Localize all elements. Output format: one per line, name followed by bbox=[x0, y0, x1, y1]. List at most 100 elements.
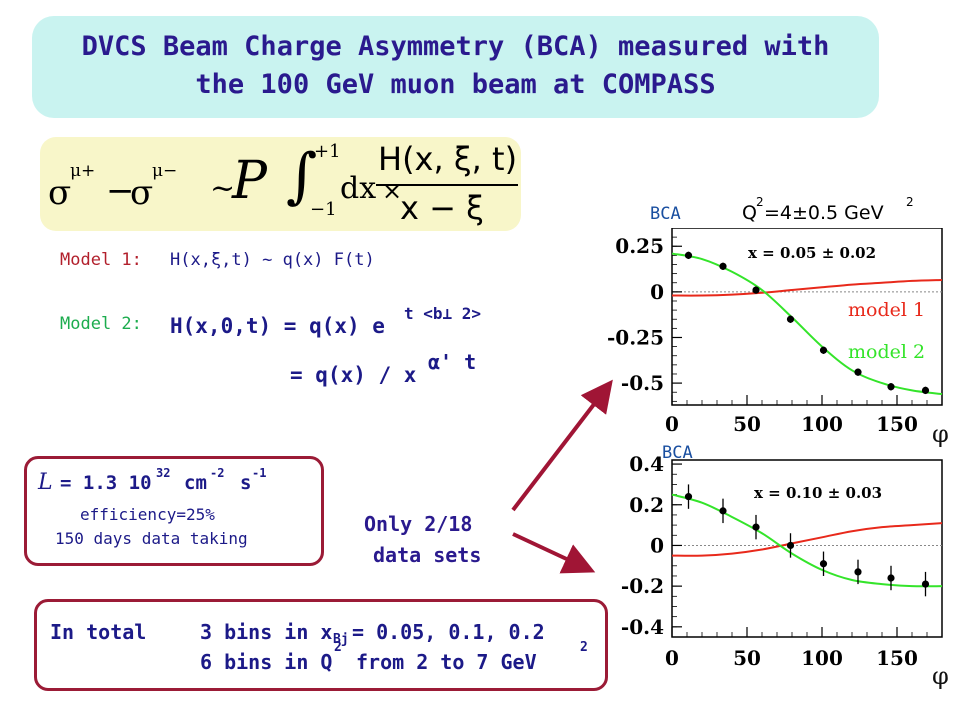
x-tick-label: 150 bbox=[876, 646, 918, 670]
total-line2-sup2: 2 bbox=[580, 640, 588, 655]
luminosity-s: s bbox=[240, 472, 252, 494]
total-box bbox=[34, 599, 608, 691]
days-text: 150 days data taking bbox=[55, 529, 248, 548]
title-line-1: DVCS Beam Charge Asymmetry (BCA) measure… bbox=[81, 31, 830, 62]
total-label: In total bbox=[50, 620, 147, 644]
total-line1-b: = 0.05, 0.1, 0.2 bbox=[352, 620, 545, 644]
luminosity-cm: cm bbox=[184, 472, 207, 494]
curve-model-1 bbox=[671, 522, 943, 557]
curve-model-1 bbox=[671, 279, 943, 297]
y-tick-label: 0.4 bbox=[629, 452, 664, 476]
plot2-bca-label: BCA bbox=[662, 443, 693, 463]
data-point bbox=[854, 368, 862, 376]
title-line-2: the 100 GeV muon beam at COMPASS bbox=[195, 69, 716, 100]
sigma-plus: σ bbox=[48, 173, 72, 213]
x-tick-label: 50 bbox=[733, 646, 761, 670]
luminosity-value: = 1.3 10 bbox=[60, 472, 152, 494]
model2-line2-exponent: α' t bbox=[428, 350, 477, 374]
data-point bbox=[887, 574, 895, 582]
only-line-1: Only 2/18 bbox=[364, 512, 473, 536]
numerator: H(x, ξ, t) bbox=[378, 140, 518, 178]
luminosity-exp-m2: -2 bbox=[210, 466, 225, 480]
data-point bbox=[854, 568, 862, 576]
total-line2-a: 6 bins in Q bbox=[200, 650, 333, 674]
total-line1-a: 3 bins in x bbox=[200, 620, 333, 644]
y-tick-label: -0.4 bbox=[621, 615, 664, 639]
x-tick-label: 0 bbox=[665, 412, 679, 436]
denominator: x − ξ bbox=[400, 189, 484, 227]
title-banner: DVCS Beam Charge Asymmetry (BCA) measure… bbox=[32, 16, 879, 118]
data-point bbox=[786, 315, 795, 323]
legend-model-2: model 2 bbox=[848, 341, 925, 363]
total-line1-sub: Bj bbox=[333, 632, 349, 647]
arrow-to-top-plot bbox=[511, 379, 613, 512]
integral-upper: +1 bbox=[314, 141, 341, 162]
model2-exponent: t <b⊥ 2> bbox=[404, 304, 482, 323]
luminosity-symbol: L bbox=[38, 470, 53, 495]
y-tick-label: -0.2 bbox=[621, 574, 664, 598]
model2-label: Model 2: bbox=[60, 314, 142, 334]
data-point bbox=[752, 523, 760, 531]
x-tick-label: 100 bbox=[801, 412, 843, 436]
data-point bbox=[887, 383, 895, 391]
x-tick-label: 150 bbox=[876, 412, 918, 436]
phi-label-bottom: φ bbox=[932, 662, 949, 690]
model2-line2: = q(x) / x bbox=[290, 363, 417, 387]
data-point bbox=[684, 493, 693, 501]
formula-box: σ μ+ − σ μ− ~ P ∫ +1 −1 dx × H(x, ξ, t) … bbox=[40, 137, 521, 231]
integral-lower: −1 bbox=[310, 199, 337, 220]
y-tick-label: -0.5 bbox=[621, 371, 664, 395]
data-point bbox=[921, 580, 930, 588]
curve-model-2 bbox=[671, 252, 943, 396]
data-point bbox=[719, 262, 727, 270]
minus-sign: − bbox=[106, 171, 135, 211]
efficiency-text: efficiency=25% bbox=[80, 505, 215, 524]
x-tick-label: 0 bbox=[665, 646, 679, 670]
annotation-bg bbox=[748, 482, 934, 504]
model2-line1: H(x,0,t) = q(x) e bbox=[170, 314, 385, 338]
legend-model-1: model 1 bbox=[848, 299, 925, 321]
data-point bbox=[819, 346, 828, 354]
y-tick-label: 0.25 bbox=[615, 234, 664, 258]
total-line2-b: from 2 to 7 GeV bbox=[356, 650, 537, 674]
annotation-text: x = 0.10 ± 0.03 bbox=[754, 484, 882, 502]
data-point bbox=[752, 286, 760, 294]
data-point bbox=[819, 560, 828, 568]
principal-value-P: P bbox=[232, 151, 267, 211]
mu-minus-sup: μ− bbox=[152, 161, 178, 181]
plot1-q2-value: =4±0.5 GeV bbox=[764, 202, 884, 224]
x-tick-label: 50 bbox=[733, 412, 761, 436]
data-point bbox=[786, 541, 795, 550]
sim-sign: ~ bbox=[210, 171, 236, 206]
y-tick-label: 0.2 bbox=[629, 493, 664, 517]
data-point bbox=[684, 251, 693, 259]
plot1-bca-label: BCA bbox=[650, 204, 681, 224]
luminosity-exp-m1: -1 bbox=[252, 466, 267, 480]
luminosity-exp32: 32 bbox=[156, 466, 171, 480]
curve-model-2 bbox=[671, 493, 943, 588]
model1-text: H(x,ξ,t) ~ q(x) F(t) bbox=[170, 250, 375, 270]
x-tick-label: 100 bbox=[801, 646, 843, 670]
plot1-q2-sup: 2 bbox=[756, 195, 764, 209]
model1-label: Model 1: bbox=[60, 250, 142, 270]
y-tick-label: -0.25 bbox=[607, 325, 664, 349]
luminosity-box bbox=[24, 456, 324, 566]
dx: dx bbox=[340, 171, 377, 206]
fraction-bar bbox=[376, 184, 518, 186]
total-line2-sup: 2 bbox=[334, 640, 342, 655]
arrow-to-bottom-plot bbox=[512, 532, 596, 574]
mu-plus-sup: μ+ bbox=[70, 161, 96, 181]
y-tick-label: 0 bbox=[650, 280, 664, 304]
plot1-q2-sup2: 2 bbox=[906, 195, 914, 209]
only-line-2: data sets bbox=[373, 543, 482, 567]
phi-label-top: φ bbox=[932, 420, 949, 448]
annotation-text: x = 0.05 ± 0.02 bbox=[748, 244, 876, 262]
data-point bbox=[921, 386, 930, 395]
sigma-minus: σ bbox=[130, 173, 154, 213]
integral-sign: ∫ bbox=[286, 141, 318, 211]
annotation-bg bbox=[742, 242, 928, 264]
data-point bbox=[719, 507, 727, 515]
